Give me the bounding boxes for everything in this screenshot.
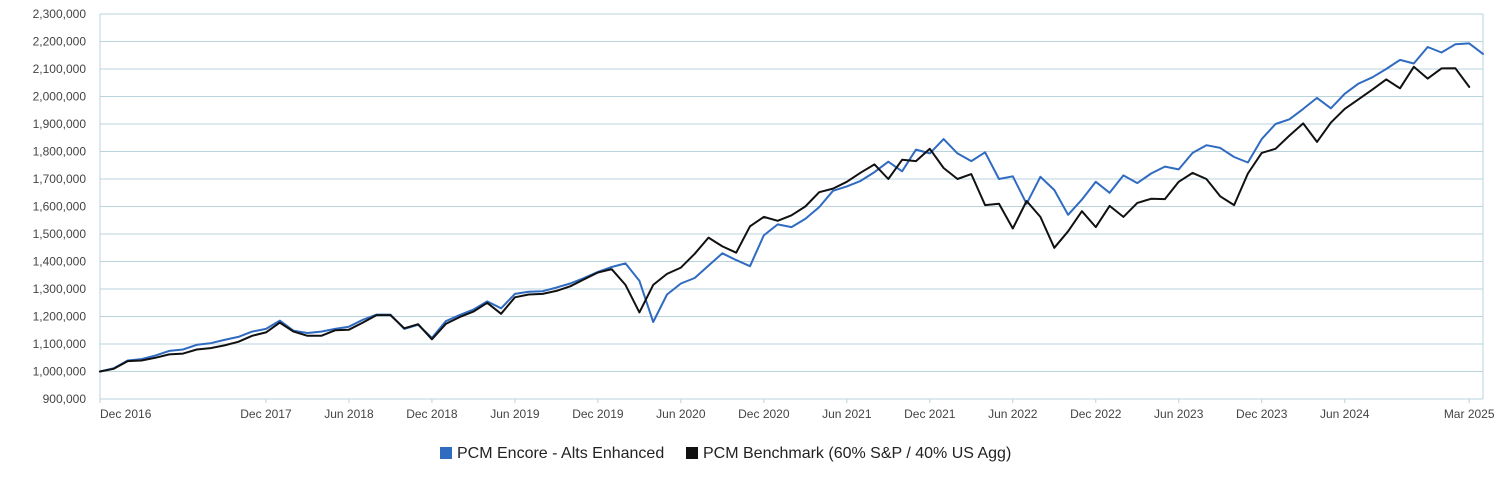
x-tick-label: Mar 2025	[1444, 407, 1495, 421]
y-tick-label: 2,000,000	[33, 90, 87, 104]
x-tick-label: Dec 2023	[1236, 407, 1288, 421]
x-tick-label: Jun 2020	[656, 407, 706, 421]
legend-label: PCM Encore - Alts Enhanced	[457, 445, 664, 462]
x-tick-label: Dec 2021	[904, 407, 956, 421]
x-tick-label: Dec 2022	[1070, 407, 1122, 421]
x-tick-label: Jun 2024	[1320, 407, 1370, 421]
x-tick-label: Jun 2018	[324, 407, 374, 421]
legend-label: PCM Benchmark (60% S&P / 40% US Agg)	[703, 445, 1011, 462]
y-tick-label: 1,900,000	[33, 117, 87, 131]
y-tick-label: 2,100,000	[33, 62, 87, 76]
x-axis: Dec 2016 Dec 2017 Jun 2018 Dec 2018 Jun 2019…	[99, 14, 1495, 421]
legend: PCM Encore - Alts Enhanced PCM Benchmark …	[440, 445, 1011, 462]
x-tick-label: Dec 2018	[406, 407, 458, 421]
series-line-2	[99, 65, 1471, 373]
y-tick-label: 1,000,000	[33, 365, 87, 379]
y-tick-label: 900,000	[43, 392, 87, 406]
x-tick-label: Dec 2019	[572, 407, 624, 421]
y-tick-label: 2,300,000	[33, 7, 87, 21]
x-tick-label: Jun 2019	[490, 407, 540, 421]
legend-swatch	[440, 447, 452, 459]
x-tick-label: Jun 2021	[822, 407, 872, 421]
y-tick-label: 1,400,000	[33, 255, 87, 269]
y-tick-label: 1,700,000	[33, 172, 87, 186]
legend-swatch	[686, 447, 698, 459]
y-tick-label: 1,500,000	[33, 227, 87, 241]
y-tick-label: 1,100,000	[33, 337, 87, 351]
x-tick-label: Jun 2022	[988, 407, 1038, 421]
gridlines	[100, 13, 1483, 400]
x-tick-label: Dec 2016	[100, 407, 152, 421]
y-tick-label: 1,200,000	[33, 310, 87, 324]
y-axis: 900,000 1,000,000 1,100,000 1,200,000 1,300,…	[33, 7, 87, 406]
series-line-1	[99, 42, 1484, 373]
series-lines	[99, 42, 1484, 373]
x-tick-label: Dec 2017	[240, 407, 292, 421]
x-tick-label: Jun 2023	[1154, 407, 1204, 421]
y-tick-label: 1,600,000	[33, 200, 87, 214]
x-tick-label: Dec 2020	[738, 407, 790, 421]
y-tick-label: 1,800,000	[33, 145, 87, 159]
y-tick-label: 1,300,000	[33, 282, 87, 296]
y-tick-label: 2,200,000	[33, 35, 87, 49]
